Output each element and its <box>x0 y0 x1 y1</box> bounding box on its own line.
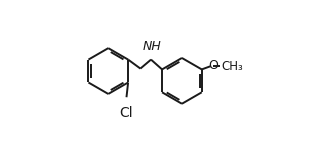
Text: CH₃: CH₃ <box>221 60 243 73</box>
Text: O: O <box>208 59 218 72</box>
Text: Cl: Cl <box>120 106 133 120</box>
Text: NH: NH <box>143 40 162 53</box>
